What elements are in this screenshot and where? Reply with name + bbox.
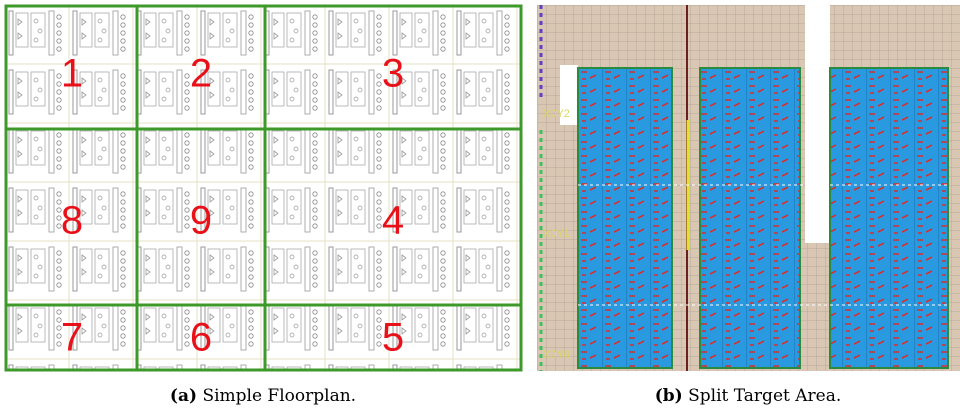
panel-a: 1 2 3 8 9 4 7 6 5 xyxy=(5,5,522,371)
target-block xyxy=(830,68,948,368)
caption-text: Simple Floorplan. xyxy=(202,386,356,406)
region-number: 7 xyxy=(61,316,83,360)
region-number: 8 xyxy=(61,199,83,243)
figure: 1 2 3 8 9 4 7 6 5 X0Y2 X0Y1 X0Y0 (a) Simple Floorp… xyxy=(0,0,960,414)
clock-region-label: X0Y2 xyxy=(543,108,570,120)
region-number: 1 xyxy=(61,52,83,96)
region-number: 3 xyxy=(382,52,404,96)
region-number: 2 xyxy=(190,52,212,96)
clock-region-label: X0Y0 xyxy=(543,349,570,361)
caption-label: (b) xyxy=(655,386,683,406)
caption-a: (a) Simple Floorplan. xyxy=(170,386,356,406)
region-number: 9 xyxy=(190,199,212,243)
panel-b: X0Y2 X0Y1 X0Y0 xyxy=(537,5,960,371)
gap xyxy=(805,5,830,243)
target-block xyxy=(700,68,800,368)
region-number: 6 xyxy=(190,316,212,360)
target-block xyxy=(578,68,672,368)
region-number: 4 xyxy=(382,199,404,243)
caption-text: Split Target Area. xyxy=(688,386,841,406)
caption-label: (a) xyxy=(170,386,197,406)
caption-b: (b) Split Target Area. xyxy=(655,386,842,406)
region-number: 5 xyxy=(382,316,404,360)
clock-region-label: X0Y1 xyxy=(543,228,570,240)
